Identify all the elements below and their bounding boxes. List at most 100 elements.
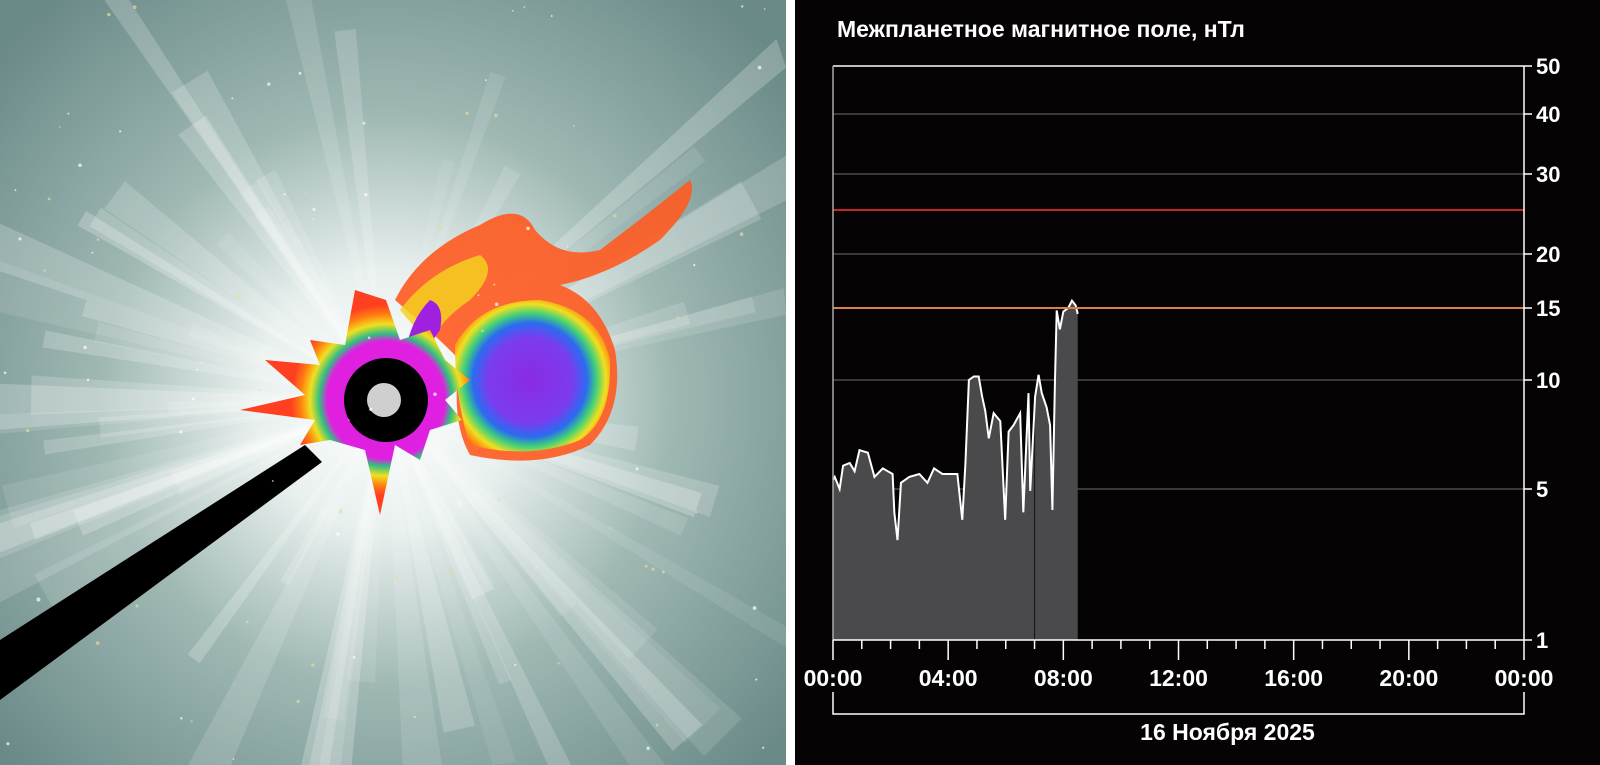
star	[3, 371, 7, 375]
x-tick-label: 20:00	[1379, 665, 1438, 691]
star	[336, 532, 340, 536]
star-field	[3, 5, 766, 760]
corona-ray	[178, 115, 386, 400]
star	[511, 9, 514, 12]
star	[179, 430, 183, 434]
star	[190, 720, 193, 723]
star	[494, 113, 498, 118]
star	[526, 226, 530, 231]
star	[498, 498, 501, 501]
corona-ray	[171, 70, 386, 400]
star	[413, 716, 416, 718]
x-axis-date-label: 16 Ноября 2025	[1140, 719, 1315, 745]
star	[741, 5, 744, 8]
star	[267, 82, 271, 86]
occulter-pylon	[0, 445, 322, 700]
imf-chart-panel: 1 5 10 15 20 30 40 50 00:00 04:00 08:00 12:00 16:00 2…	[795, 0, 1600, 765]
data-line	[832, 298, 1079, 541]
star	[237, 294, 241, 299]
y-tick-label: 40	[1536, 102, 1560, 127]
star	[83, 345, 87, 350]
corona-ray	[386, 400, 742, 757]
corona-ray	[0, 383, 386, 430]
corona-ray	[319, 400, 386, 765]
star	[95, 641, 100, 645]
sun-disk	[367, 383, 401, 417]
corona-ray	[1, 400, 386, 528]
coronagraph-image	[0, 0, 786, 765]
star	[14, 189, 17, 192]
corona-ray	[386, 400, 512, 685]
star	[258, 389, 261, 392]
star	[661, 570, 665, 574]
corona-ray	[386, 400, 517, 765]
y-tick-label: 20	[1536, 242, 1560, 267]
corona-ray	[386, 400, 658, 660]
star	[458, 502, 462, 506]
star	[369, 407, 373, 412]
star	[481, 329, 484, 333]
star	[107, 12, 111, 17]
star	[465, 111, 469, 115]
star	[362, 121, 366, 125]
star	[311, 663, 315, 667]
star	[762, 746, 765, 749]
star	[484, 79, 487, 82]
star	[651, 567, 655, 571]
star	[305, 192, 308, 195]
star	[613, 214, 617, 218]
y-tick-label: 10	[1536, 368, 1560, 393]
star	[755, 678, 758, 681]
star	[449, 570, 454, 575]
y-tick-label: 5	[1536, 477, 1548, 502]
star	[752, 606, 757, 610]
star	[364, 193, 368, 197]
star	[283, 193, 286, 196]
star	[739, 232, 744, 237]
star	[514, 663, 517, 666]
corona-ray	[386, 400, 721, 743]
corona-ray	[0, 400, 386, 603]
corona-ray	[386, 400, 571, 765]
star	[43, 269, 46, 272]
corona-ray	[309, 400, 386, 765]
x-tick-label: 00:00	[804, 665, 863, 691]
corona-ray	[386, 400, 703, 751]
star	[246, 620, 249, 624]
star	[96, 238, 100, 241]
star	[550, 15, 553, 17]
date-bracket	[832, 692, 1525, 715]
star	[338, 509, 343, 514]
star	[312, 207, 316, 212]
star	[635, 467, 639, 471]
star	[644, 564, 648, 568]
star	[36, 597, 41, 602]
corona-ray	[77, 211, 386, 400]
star	[86, 378, 90, 382]
data-area	[833, 300, 1078, 640]
star	[523, 6, 526, 9]
star	[231, 97, 234, 100]
star	[655, 723, 659, 727]
corona-ray	[386, 400, 475, 733]
star	[494, 302, 499, 307]
coronagraph-svg	[0, 0, 786, 765]
corona-ray	[0, 400, 386, 559]
x-tick-label: 08:00	[1034, 665, 1093, 691]
star	[312, 218, 315, 221]
star	[763, 7, 766, 10]
star	[296, 699, 300, 704]
star	[298, 71, 302, 75]
chart-title: Межпланетное магнитное поле, нТл	[837, 16, 1245, 42]
star	[180, 717, 183, 720]
star	[78, 163, 82, 168]
y-tick-label: 50	[1536, 54, 1560, 79]
y-tick-label: 30	[1536, 162, 1560, 187]
star	[572, 124, 575, 127]
star	[191, 397, 195, 401]
y-tick-label: 15	[1536, 296, 1560, 321]
x-tick-label: 00:00	[1495, 665, 1554, 691]
star	[119, 130, 122, 133]
star	[435, 432, 438, 435]
